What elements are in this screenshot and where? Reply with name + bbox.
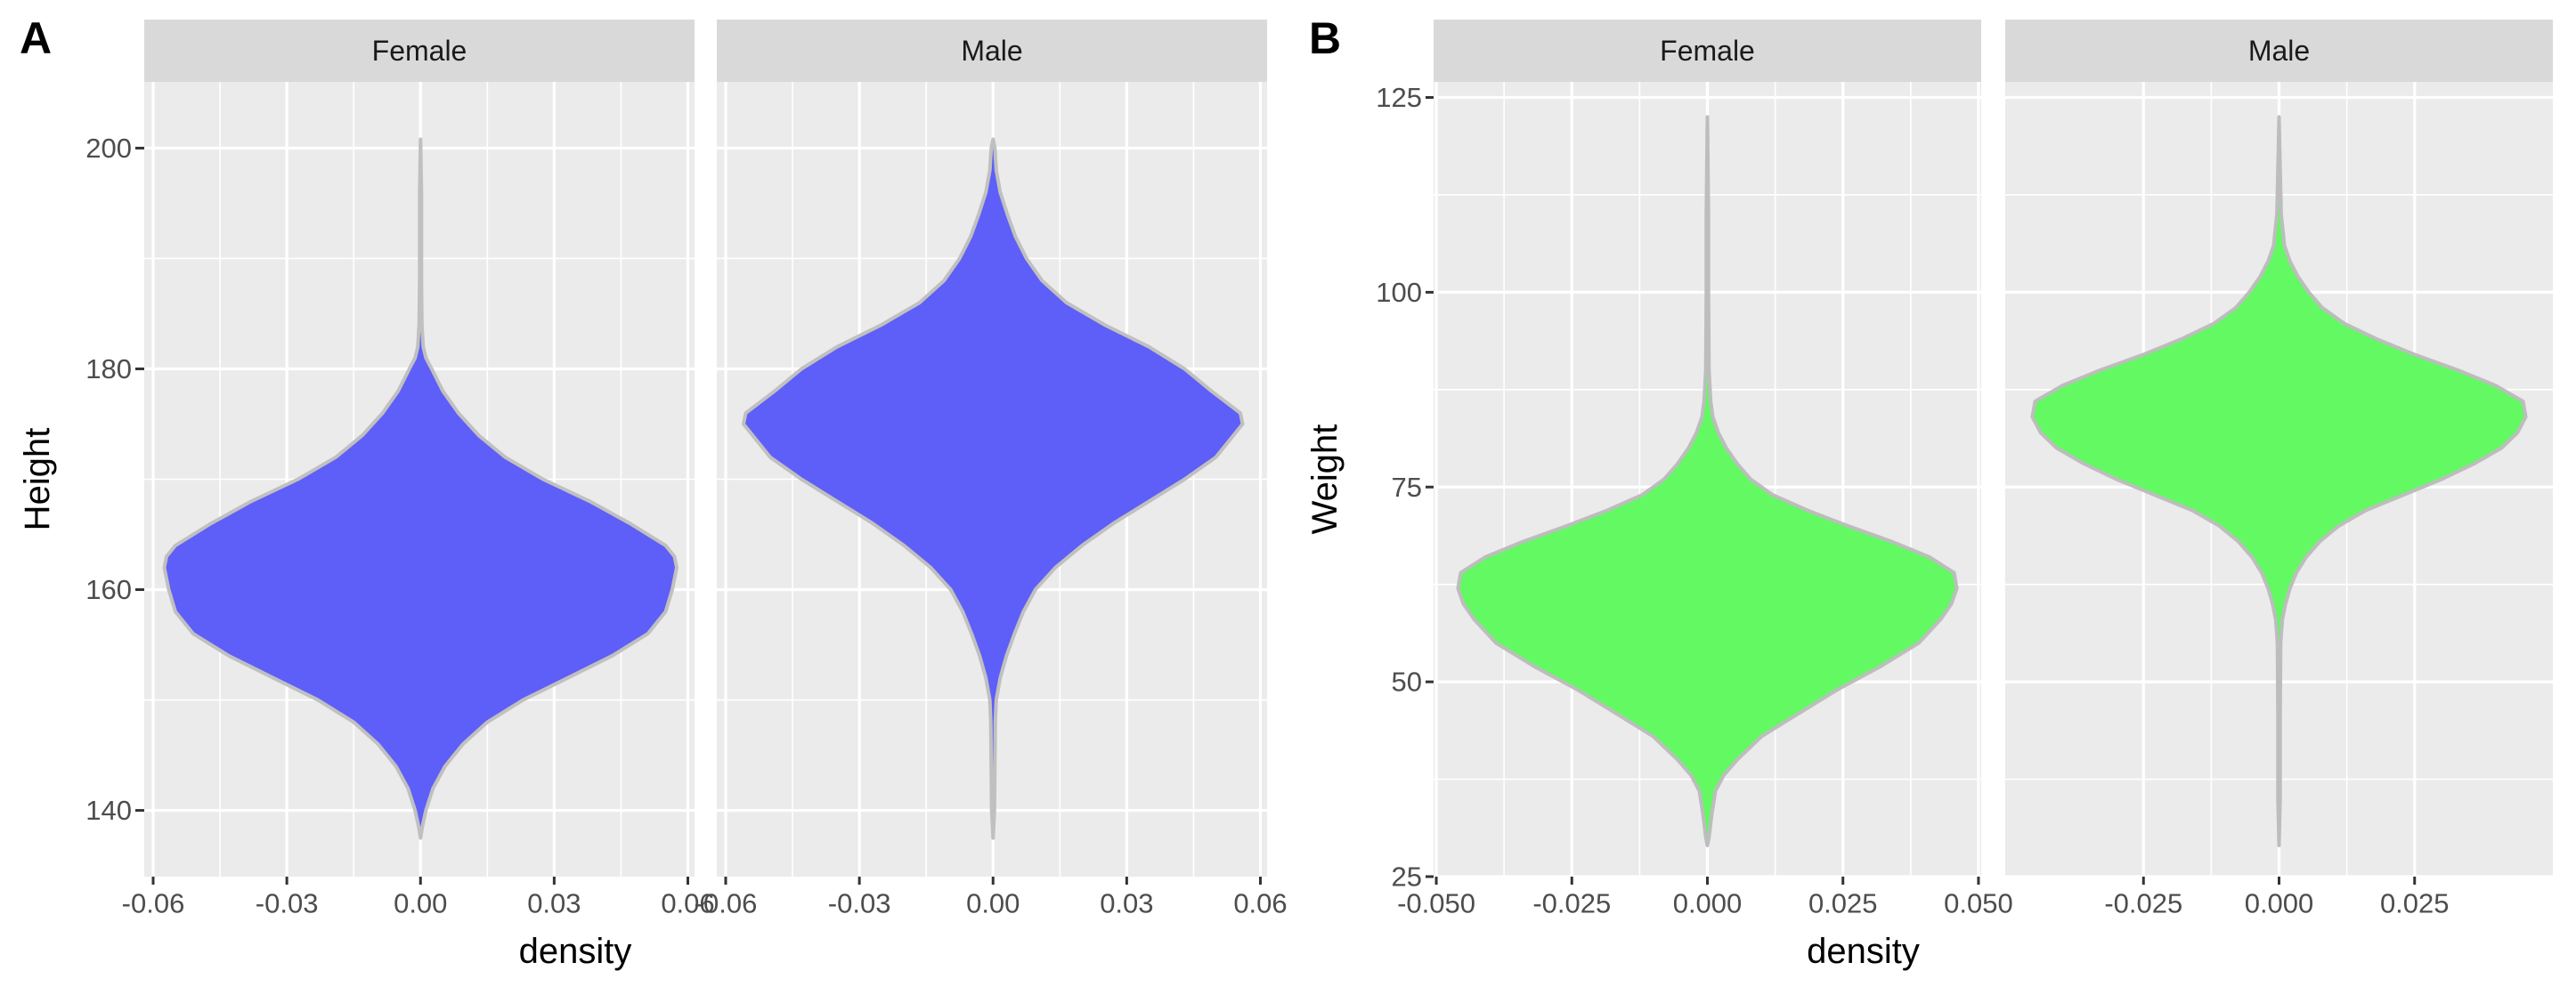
y-axis-title: Height (18, 428, 57, 531)
x-tick-label: 0.00 (966, 888, 1020, 919)
facet-strip (2005, 20, 2553, 82)
violin-shape (2030, 115, 2528, 847)
x-axis-title: density (519, 932, 632, 971)
x-tick-label: -0.025 (2104, 888, 2182, 919)
facet-male: Male -0.025 0.000 0.025 (2005, 20, 2553, 919)
x-tick-label: -0.050 (1397, 888, 1475, 919)
x-tick-label: 0.025 (1808, 888, 1878, 919)
y-tick-label: 125 (1376, 82, 1422, 113)
y-tick-label: 50 (1392, 667, 1422, 698)
facet-strip-label: Female (372, 35, 467, 67)
x-tick-label: 0.06 (1233, 888, 1287, 919)
x-tick-label: -0.06 (695, 888, 758, 919)
x-tick-label: 0.050 (1944, 888, 2013, 919)
y-tick-label: 180 (85, 353, 132, 384)
facet-strip-label: Male (2248, 35, 2310, 67)
y-tick-label: 160 (85, 574, 132, 605)
facet-strip (144, 20, 695, 82)
facet-female: Female -0.06 -0.03 0.00 0.03 0.06 (122, 20, 715, 919)
x-tick-label: 0.03 (527, 888, 581, 919)
violin-shape (1456, 115, 1959, 847)
facet-strip-label: Male (961, 35, 1022, 67)
panel-a: A Height 140 160 180 200 Female -0.06 -0.03 0.00 0… (18, 13, 1288, 971)
x-tick-label: 0.03 (1100, 888, 1153, 919)
violin-shape (162, 137, 679, 840)
facet-strip (1434, 20, 1981, 82)
y-tick-label: 75 (1392, 472, 1422, 503)
facet-female: Female -0.050 -0.025 0.000 0.025 0.050 (1397, 20, 2013, 919)
facet-strip (717, 20, 1267, 82)
x-tick-label: -0.03 (828, 888, 891, 919)
x-tick-label: -0.06 (122, 888, 185, 919)
facet-strip-label: Female (1660, 35, 1755, 67)
x-tick-label: -0.03 (256, 888, 319, 919)
panel-b: B Weight 25 50 75 100 125 Female -0.050 -0.025 0.0… (1305, 13, 2553, 971)
y-tick-label: 100 (1376, 277, 1422, 308)
y-tick-label: 200 (85, 133, 132, 164)
y-tick-label: 25 (1392, 862, 1422, 893)
y-axis-title: Weight (1305, 425, 1345, 535)
x-tick-label: 0.00 (394, 888, 447, 919)
x-tick-label: 0.06 (661, 888, 714, 919)
x-tick-label: -0.025 (1532, 888, 1611, 919)
violin-shape (742, 137, 1245, 840)
x-tick-label: 0.025 (2380, 888, 2450, 919)
y-tick-label: 140 (85, 795, 132, 826)
panel-label: B (1309, 13, 1341, 63)
facet-male: Male -0.06 -0.03 0.00 0.03 0.06 (695, 20, 1288, 919)
panel-label: A (20, 13, 52, 63)
x-tick-label: 0.000 (1673, 888, 1743, 919)
x-tick-label: 0.000 (2245, 888, 2314, 919)
x-axis-title: density (1807, 932, 1920, 971)
